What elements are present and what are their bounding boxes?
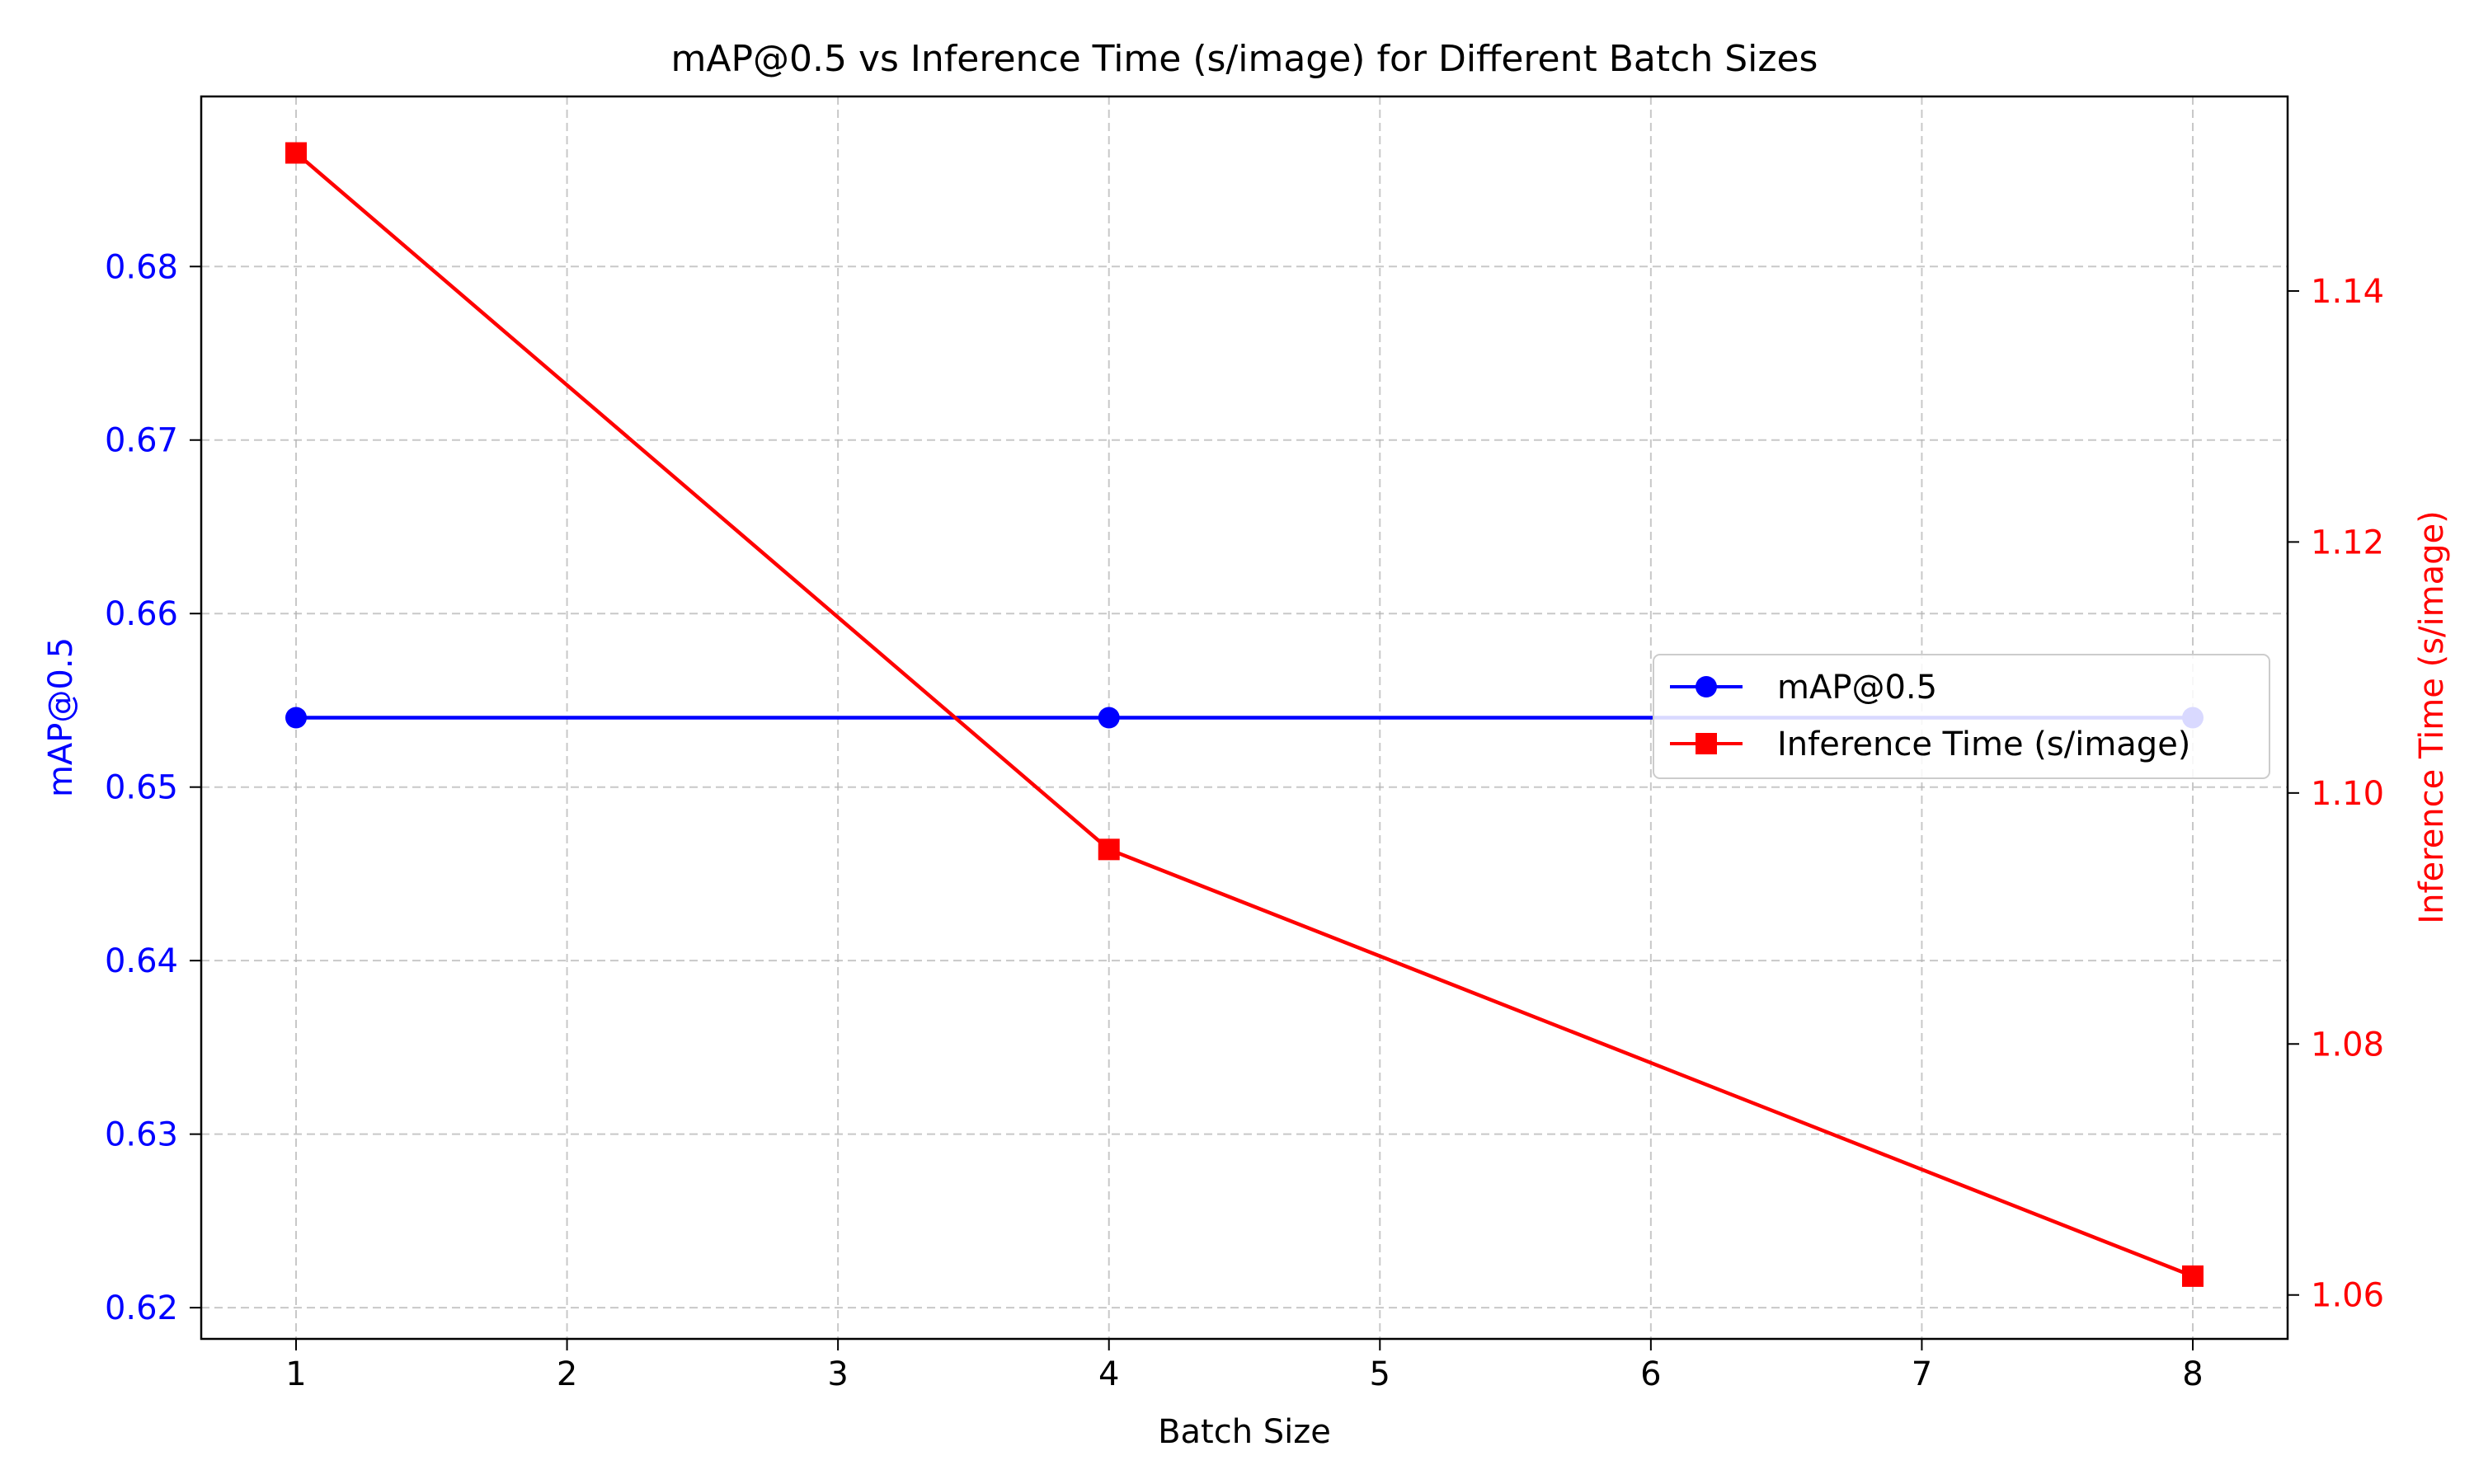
legend-frame	[1653, 654, 2270, 779]
y-left-tick-label: 0.68	[105, 248, 178, 286]
x-tick-label: 7	[1912, 1355, 1932, 1393]
y-right-tick-label: 1.10	[2311, 775, 2384, 813]
y-left-tick-label: 0.67	[105, 422, 178, 460]
x-tick-label: 5	[1370, 1355, 1390, 1393]
data-point-inference-time	[2182, 1265, 2204, 1287]
y-left-tick-label: 0.62	[105, 1289, 178, 1327]
y-left-tick-label: 0.65	[105, 769, 178, 807]
chart-title: mAP@0.5 vs Inference Time (s/image) for …	[671, 38, 1818, 80]
y-axis-left-label: mAP@0.5	[42, 637, 80, 797]
data-point-inference-time	[1098, 838, 1120, 861]
data-point-inference-time	[285, 142, 307, 164]
y-left-tick-label: 0.66	[105, 595, 178, 633]
x-tick-label: 6	[1640, 1355, 1661, 1393]
x-tick-label: 4	[1098, 1355, 1119, 1393]
legend: mAP@0.5 Inference Time (s/image)	[1653, 654, 2270, 779]
legend-marker-map	[1696, 676, 1717, 697]
y-left-tick-label: 0.63	[105, 1116, 178, 1154]
y-axis-right-label: Inference Time (s/image)	[2413, 510, 2451, 923]
legend-label-map: mAP@0.5	[1777, 669, 1937, 707]
axes: 1 2 3 4 5 6 7 8 0.62 0.63 0.64 0.65 0.66 0.67 0.68 1.06…	[105, 248, 2384, 1393]
legend-marker-inference-time	[1696, 733, 1717, 754]
x-tick-label: 2	[557, 1355, 577, 1393]
y-left-tick-label: 0.64	[105, 942, 178, 980]
x-tick-label: 3	[827, 1355, 848, 1393]
x-axis-label: Batch Size	[1158, 1413, 1331, 1451]
y-right-tick-label: 1.06	[2311, 1277, 2384, 1315]
data-point-map	[1098, 707, 1120, 729]
x-tick-label: 1	[285, 1355, 306, 1393]
legend-label-inference-time: Inference Time (s/image)	[1777, 726, 2190, 763]
data-point-map	[285, 707, 307, 729]
plot-frame	[200, 95, 2289, 1341]
y-right-tick-label: 1.12	[2311, 524, 2384, 561]
x-tick-label: 8	[2182, 1355, 2203, 1393]
y-right-tick-label: 1.08	[2311, 1026, 2384, 1064]
y-right-tick-label: 1.14	[2311, 273, 2384, 311]
